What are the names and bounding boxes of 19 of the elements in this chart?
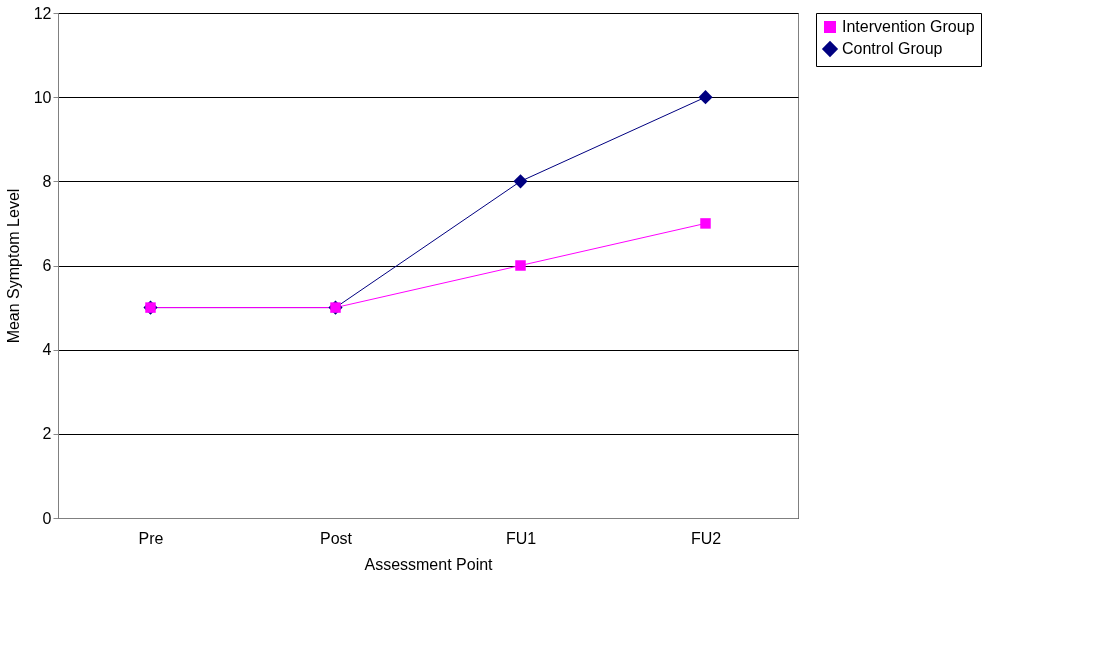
y-tick-label: 8 — [42, 172, 52, 190]
point — [698, 90, 713, 105]
x-axis-title: Assessment Point — [364, 555, 494, 573]
y-tick-label: 0 — [42, 509, 52, 527]
y-tick-label: 10 — [33, 88, 52, 106]
y-tick-label: 4 — [42, 341, 52, 359]
y-tick-label: 12 — [33, 4, 52, 22]
legend-label: Intervention Group — [842, 18, 975, 35]
x-tick-label: FU2 — [690, 529, 722, 547]
y-axis-title: Mean Symptom Level — [4, 188, 22, 344]
x-tick-label: FU1 — [505, 529, 537, 547]
x-tick-label: Post — [319, 529, 353, 547]
x-tick-label: Pre — [138, 529, 164, 547]
legend-label: Control Group — [842, 40, 943, 57]
point — [515, 260, 526, 271]
y-tick-label: 6 — [42, 257, 52, 274]
point — [513, 174, 528, 189]
y-tick-label: 2 — [42, 425, 52, 443]
point — [700, 218, 711, 229]
